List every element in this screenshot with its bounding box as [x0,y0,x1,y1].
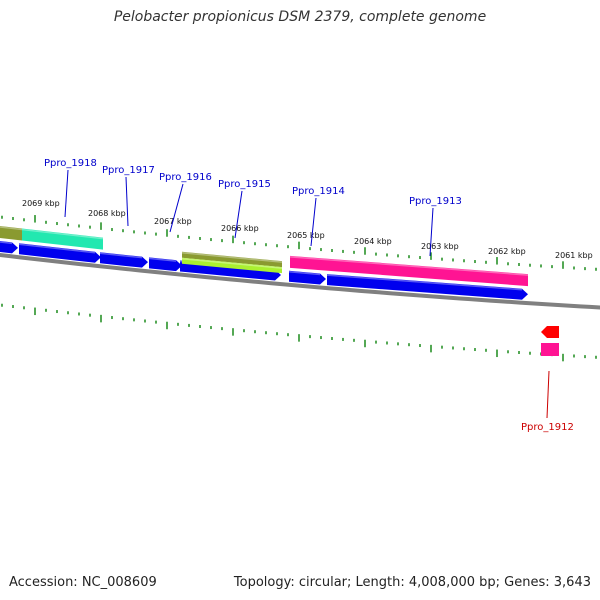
gene-bar-highlight [181,251,283,263]
gene-leader-line [546,370,550,419]
scale-label: 2066 kbp [221,224,259,233]
gene-bar [182,257,282,274]
gene-leader-line [310,197,317,247]
gene-labels: Ppro_1918 Ppro_1917 Ppro_1916 Ppro_1915 Ppro… [44,158,574,433]
cds-arrow [149,257,182,272]
gene-bar-highlight [181,257,283,269]
gene-bar [0,225,22,241]
gene-bar-highlight [289,256,529,276]
cds-arrow-highlight [326,274,523,291]
genome-backbone [0,252,600,310]
gene-leader-line [125,176,129,227]
cds-arrow-highlight [18,243,96,254]
reverse-gene-bar [541,343,559,356]
cds-arrow [19,243,101,263]
gene-bar-highlight [0,226,23,231]
scale-label: 2061 kbp [555,251,593,260]
gene-label[interactable]: Ppro_1913 [409,196,462,207]
reverse-cds-arrow [541,326,559,338]
cds-arrow-highlight [99,252,143,259]
cds-arrow [327,274,528,300]
cds-arrow-highlight [0,241,13,245]
gene-label[interactable]: Ppro_1915 [218,179,271,190]
genome-summary-text: Topology: circular; Length: 4,008,000 bp… [233,575,591,590]
cds-arrow-highlight [148,257,177,262]
cds-arrow-highlight [288,271,321,276]
gene-label[interactable]: Ppro_1912 [521,422,574,433]
scale-label: 2063 kbp [421,242,459,251]
scale-label: 2069 kbp [22,199,60,208]
inner-tick-ring [1,303,597,362]
genome-title: Pelobacter propionicus DSM 2379, complet… [113,9,487,25]
gene-bar [22,228,103,250]
gene-leader-line [429,207,434,257]
feature-track [0,225,559,356]
gene-leader-line [234,190,243,239]
gene-label[interactable]: Ppro_1914 [292,186,345,197]
gene-bar [290,255,528,287]
scale-label: 2068 kbp [88,209,126,218]
cds-arrow [0,240,18,254]
scale-label: 2065 kbp [287,231,325,240]
cds-arrow [289,270,326,285]
outer-tick-ring [1,215,597,271]
gene-label[interactable]: Ppro_1916 [159,172,212,183]
scale-label: 2064 kbp [354,237,392,246]
gene-leader-line [64,169,69,218]
gene-label[interactable]: Ppro_1918 [44,158,97,169]
gene-leader-line [169,183,184,233]
gene-label[interactable]: Ppro_1917 [102,165,155,176]
cds-arrow [100,252,148,268]
gene-bar [182,251,282,268]
accession-text: Accession: NC_008609 [9,575,157,590]
scale-label: 2062 kbp [488,247,526,256]
gene-bar-highlight [21,228,104,240]
